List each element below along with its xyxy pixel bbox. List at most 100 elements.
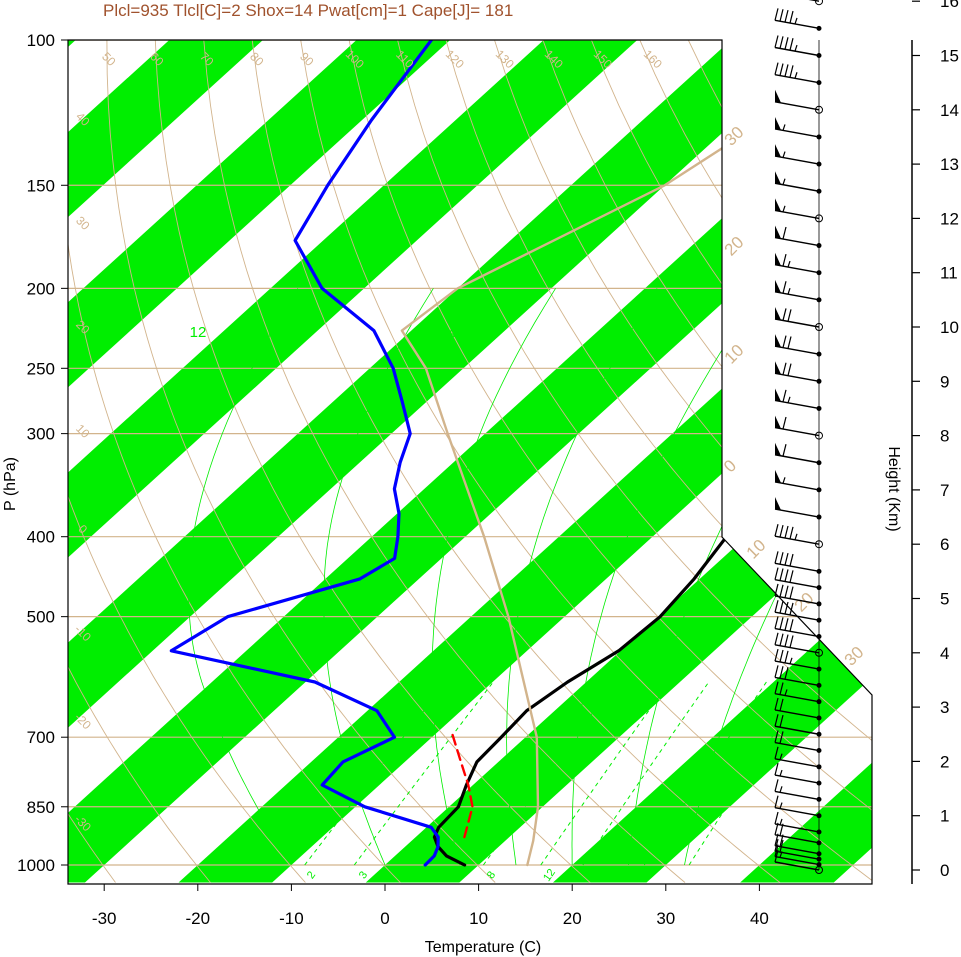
barb-full	[782, 335, 787, 348]
wind-barb	[774, 307, 823, 331]
adiabat-label: 90	[297, 49, 317, 69]
wind-barb	[808, 0, 823, 6]
pressure-tick-label: 150	[27, 176, 55, 195]
barb-full	[784, 634, 789, 647]
barb-flag	[775, 225, 781, 239]
mixing-ratio-label: 12	[541, 867, 558, 884]
wind-barb	[774, 89, 823, 114]
barb-station-dot	[816, 53, 822, 58]
barb-full	[779, 600, 784, 614]
moist-adiabat	[323, 288, 434, 866]
height-tick-label: 11	[940, 264, 958, 283]
barb-full	[774, 730, 779, 743]
barb-full	[774, 524, 779, 537]
isotherm-band	[365, 40, 872, 883]
wind-barb	[774, 833, 822, 857]
pressure-tick-label: 250	[27, 359, 55, 378]
barb-full	[784, 650, 789, 664]
temperature-tick-label: 40	[750, 909, 769, 928]
temperature-tick-label: 10	[469, 909, 488, 928]
barb-full	[784, 10, 789, 23]
barb-full	[789, 570, 794, 583]
barb-half	[779, 769, 783, 777]
barb-shaft	[774, 128, 820, 138]
barb-station-dot	[816, 796, 822, 802]
barb-half	[787, 260, 791, 268]
barb-full	[774, 62, 779, 75]
barb-half	[784, 689, 788, 696]
barb-half	[782, 151, 786, 158]
barb-station-dot	[816, 25, 822, 31]
mixing-ratio-label: 12	[190, 324, 207, 341]
barb-shaft	[774, 101, 820, 111]
barb-station-dot	[816, 715, 822, 721]
barb-full	[784, 525, 789, 539]
wind-barb	[774, 361, 822, 384]
barb-shaft	[774, 236, 820, 247]
barb-shaft	[774, 709, 820, 719]
barb-station-dot	[816, 829, 822, 835]
wind-barb	[774, 35, 822, 58]
barb-full	[774, 583, 779, 597]
barb-station-dot	[816, 682, 822, 688]
barb-station-dot	[815, 540, 823, 549]
barb-station-dot	[815, 323, 823, 331]
wind-barb	[774, 144, 822, 167]
dry-adiabat	[203, 40, 686, 883]
barb-station-dot	[816, 568, 822, 574]
chart-title: Plcl=935 Tlcl[C]=2 Shox=14 Pwat[cm]=1 Ca…	[103, 1, 513, 20]
barb-station-dot	[815, 0, 823, 6]
adiabat-label: 50	[99, 49, 119, 69]
wind-barb	[774, 616, 822, 640]
barb-station-dot	[816, 748, 822, 754]
barb-full	[774, 681, 779, 694]
barb-flag	[775, 442, 781, 456]
wind-barb	[774, 334, 822, 357]
height-tick-label: 14	[940, 101, 959, 120]
barb-shaft	[774, 209, 820, 220]
wind-barb	[774, 415, 823, 440]
barb-half	[794, 17, 798, 25]
barb-shaft	[774, 399, 820, 410]
barb-full	[774, 714, 779, 727]
barb-flag	[775, 361, 781, 375]
pressure-tick-label: 850	[27, 798, 55, 817]
barb-station-dot	[816, 731, 822, 737]
wind-barb	[774, 779, 822, 802]
temperature-tick-label: -10	[279, 909, 304, 928]
wind-barb	[774, 252, 822, 276]
pressure-tick-label: 400	[27, 528, 55, 547]
barb-shaft	[774, 345, 820, 355]
barb-full	[774, 779, 779, 792]
wind-barb	[774, 697, 822, 721]
height-tick-label: 10	[940, 318, 959, 337]
barb-full	[774, 811, 779, 825]
dewpoint-line	[169, 40, 440, 867]
wind-barb	[774, 524, 823, 549]
temperature-tick-label: 20	[563, 909, 582, 928]
barb-station-dot	[816, 634, 822, 640]
barb-station-dot	[816, 405, 822, 411]
barb-half	[787, 288, 791, 295]
barb-station-dot	[816, 134, 822, 140]
barb-station-dot	[815, 648, 823, 657]
barb-full	[779, 36, 784, 49]
pressure-tick-label: 500	[27, 608, 55, 627]
barb-full	[774, 35, 779, 48]
barb-station-dot	[816, 161, 822, 167]
wind-barb	[774, 648, 822, 672]
barb-shaft	[774, 758, 820, 768]
mixing-ratio-label: 8	[485, 869, 498, 881]
barb-station-dot	[816, 487, 822, 493]
dry-adiabat	[154, 40, 591, 883]
barb-half	[794, 533, 798, 540]
isobar-lines	[68, 40, 872, 866]
wind-barb	[774, 171, 822, 194]
barb-full	[784, 667, 789, 680]
barb-half	[779, 802, 783, 809]
barb-shaft	[774, 834, 820, 844]
barb-shaft	[774, 19, 820, 30]
barb-full	[774, 8, 779, 21]
barb-full	[784, 553, 789, 566]
